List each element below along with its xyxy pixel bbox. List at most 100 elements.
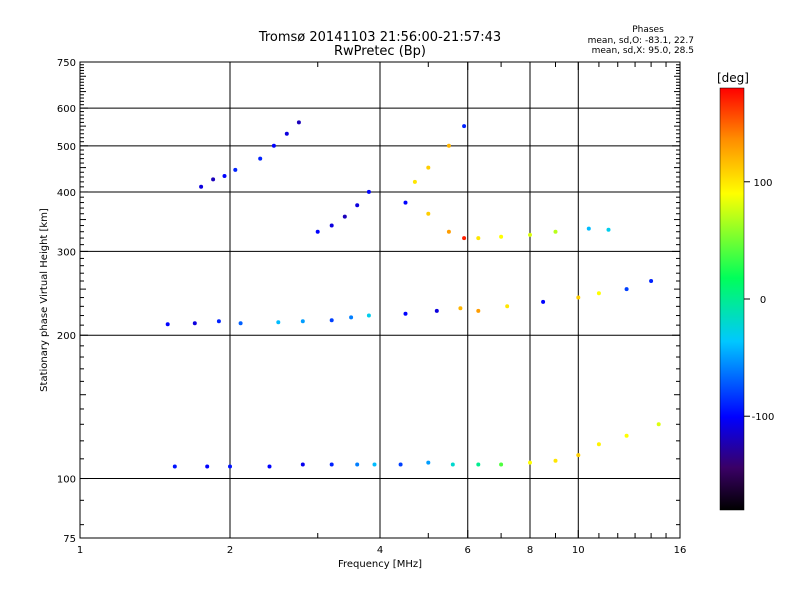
grid-lines [80, 62, 680, 538]
phases-line-o: mean, sd,O: -83.1, 22.7 [588, 36, 694, 46]
data-point [329, 462, 334, 467]
y-tick-label: 100 [57, 475, 76, 486]
data-point [412, 179, 417, 184]
x-tick-label: 2 [227, 545, 233, 556]
data-point [606, 227, 611, 232]
data-point [258, 156, 263, 161]
colorbar-tick-label: 100 [753, 178, 772, 189]
data-point [499, 234, 504, 239]
data-point [403, 200, 408, 205]
y-tick-label: 400 [57, 188, 76, 199]
data-point [205, 464, 210, 469]
data-point [553, 458, 558, 463]
y-tick-labels: 75 100 200 300 400 500 600 750 [57, 58, 76, 545]
data-point [216, 319, 221, 324]
data-point [284, 131, 289, 136]
data-point [446, 229, 451, 234]
data-point [228, 464, 232, 469]
data-point [462, 124, 467, 129]
data-point [300, 462, 305, 467]
data-point [300, 319, 305, 324]
y-tick-label: 500 [57, 142, 76, 153]
data-point [499, 462, 504, 467]
phases-title: Phases [632, 25, 664, 35]
data-point [342, 214, 347, 219]
colorbar-label: [deg] [717, 71, 749, 85]
y-tick-label: 600 [57, 104, 76, 115]
colorbar-ticks: 100 0 -100 [744, 178, 774, 423]
data-point [649, 279, 654, 283]
data-points [165, 120, 661, 469]
data-point [426, 165, 431, 170]
data-point [403, 311, 408, 316]
data-point [329, 318, 334, 323]
data-point [267, 464, 272, 469]
y-tick-label: 300 [57, 247, 76, 258]
data-point [476, 308, 481, 313]
y-tick-label: 750 [57, 58, 76, 69]
data-point [476, 236, 481, 241]
data-point [458, 306, 463, 311]
y-tick-label: 200 [57, 331, 76, 342]
colorbar-tick-label: 0 [760, 295, 766, 306]
data-point [553, 229, 558, 234]
data-point [541, 299, 546, 304]
phases-summary: Phases mean, sd,O: -83.1, 22.7 mean, sd,… [588, 25, 694, 56]
x-tick-label: 6 [465, 545, 471, 556]
data-point [165, 322, 170, 327]
data-point [434, 308, 439, 313]
x-tick-label: 1 [77, 545, 83, 556]
data-point [192, 321, 197, 326]
data-point [596, 442, 601, 447]
data-point [296, 120, 301, 125]
colorbar: [deg] 100 0 -100 [717, 71, 774, 511]
data-point [446, 143, 451, 148]
data-point [426, 211, 431, 216]
data-point [355, 462, 360, 467]
data-point [211, 177, 216, 182]
data-point [349, 315, 354, 320]
data-point [528, 232, 532, 237]
data-point [476, 462, 481, 467]
y-tick-label: 75 [63, 534, 76, 545]
x-tick-label: 16 [674, 545, 687, 556]
data-point [576, 453, 581, 458]
data-point [355, 203, 360, 208]
x-axis-label: Frequency [MHz] [338, 559, 422, 570]
data-point [624, 287, 629, 292]
data-point [276, 320, 281, 325]
data-point [315, 229, 320, 234]
minor-ticks [80, 62, 680, 538]
data-point [271, 143, 276, 148]
data-point [656, 422, 661, 427]
chart-title: Tromsø 20141103 21:56:00-21:57:43 [258, 30, 501, 45]
data-point [462, 236, 467, 241]
data-point [398, 462, 403, 467]
data-point [222, 174, 227, 178]
data-point [172, 464, 177, 469]
data-point [576, 295, 581, 300]
data-point [366, 189, 371, 194]
data-point [238, 321, 243, 326]
data-point [233, 167, 238, 172]
data-point [372, 462, 377, 467]
y-axis-label: Stationary phase Virtual Height [km] [39, 208, 50, 392]
data-point [528, 460, 532, 465]
x-tick-label: 8 [527, 545, 533, 556]
data-point [505, 304, 510, 309]
data-point [199, 184, 204, 189]
data-point [366, 313, 371, 318]
x-tick-label: 4 [377, 545, 383, 556]
chart-subtitle: RwPretec (Bp) [334, 44, 426, 59]
data-point [586, 226, 591, 231]
data-point [624, 433, 629, 438]
data-point [426, 460, 431, 465]
data-point [329, 223, 334, 228]
x-tick-labels: 1 2 4 6 8 10 16 [77, 545, 687, 556]
data-point [596, 291, 601, 296]
x-tick-label: 10 [572, 545, 585, 556]
phases-line-x: mean, sd,X: 95.0, 28.5 [592, 46, 694, 56]
data-point [450, 462, 455, 467]
colorbar-gradient [719, 87, 745, 511]
